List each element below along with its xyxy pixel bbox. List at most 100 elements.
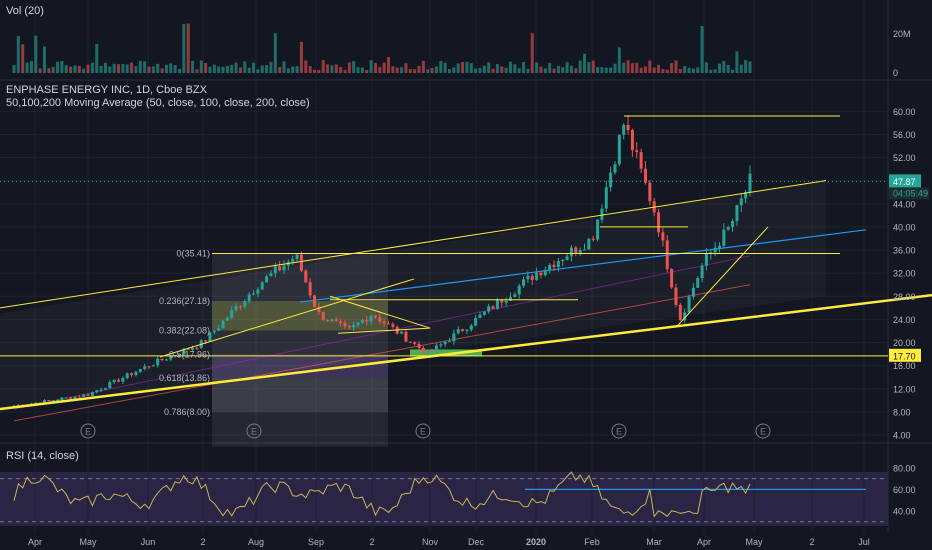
candle-body xyxy=(130,373,134,376)
price-label-8: 28.00 xyxy=(893,292,916,302)
candles[interactable] xyxy=(12,115,752,408)
volume-bar xyxy=(273,33,277,73)
volume-bar xyxy=(626,60,630,73)
candle-body xyxy=(352,324,356,328)
volume-bar xyxy=(696,67,700,73)
volume-bar xyxy=(474,68,478,73)
earnings-label-2: E xyxy=(420,427,426,437)
volume-bar xyxy=(408,69,412,73)
time-label-11: Mar xyxy=(646,537,662,547)
candle-body xyxy=(417,343,421,348)
volume-bar xyxy=(208,66,212,73)
candle-body xyxy=(334,319,338,322)
candle-body xyxy=(469,325,473,330)
candle-body xyxy=(269,273,273,277)
candle-body xyxy=(317,306,321,313)
candle-body xyxy=(517,285,521,295)
volume-bar xyxy=(260,65,264,73)
candle-body xyxy=(138,369,142,372)
candle-body xyxy=(47,400,51,402)
volume-bar xyxy=(704,62,708,73)
fib-label-5: 0.786(8.00) xyxy=(164,407,210,417)
earnings-marker-4 xyxy=(755,423,771,439)
volume-bar xyxy=(42,46,46,73)
candle-body xyxy=(726,227,730,230)
volume-bar xyxy=(369,60,373,73)
volume-bar xyxy=(400,67,404,73)
trendlines[interactable]: 0(35.41) 0.236(27.18) 0.382(22.08) 0.5(17.9… xyxy=(0,115,932,439)
volume-bar xyxy=(212,64,216,73)
volume-bar xyxy=(69,66,73,73)
candle-body xyxy=(343,323,347,326)
candle-body xyxy=(513,294,517,297)
volume-bar xyxy=(604,67,608,73)
candle-body xyxy=(321,312,325,320)
candle-body xyxy=(543,269,547,276)
candle-body xyxy=(574,247,578,254)
candle-body xyxy=(108,382,112,389)
volume-bar xyxy=(387,56,391,73)
volume-bar xyxy=(177,69,181,73)
candle-body xyxy=(565,256,569,260)
volume-bar xyxy=(700,26,704,74)
volume-bar xyxy=(661,69,665,73)
time-label-7: Nov xyxy=(422,537,439,547)
candle-body xyxy=(186,348,190,350)
candle-body xyxy=(474,317,478,326)
volume-bar xyxy=(103,62,107,73)
earnings-label-3: E xyxy=(616,427,622,437)
volume-bars xyxy=(12,23,752,74)
volume-bar xyxy=(160,68,164,73)
volume-bar xyxy=(382,62,386,73)
volume-bar xyxy=(64,65,68,73)
candle-body xyxy=(421,347,425,354)
candle-body xyxy=(648,182,652,202)
candle-body xyxy=(583,249,587,251)
volume-bar xyxy=(596,67,600,73)
volume-bar xyxy=(718,63,722,73)
candle-body xyxy=(635,150,639,153)
candle-body xyxy=(674,287,678,305)
candle-body xyxy=(434,345,438,352)
volume-bar xyxy=(469,63,473,73)
volume-bar xyxy=(291,66,295,73)
candle-body xyxy=(160,358,164,361)
volume-bar xyxy=(25,62,29,73)
volume-bar xyxy=(443,62,447,73)
volume-bar xyxy=(86,64,90,73)
volume-bar xyxy=(308,66,312,73)
volume-bar xyxy=(330,65,334,73)
price-label-13: 8.00 xyxy=(893,407,911,417)
volume-bar xyxy=(657,64,661,73)
candle-body xyxy=(539,272,543,276)
volume-bar xyxy=(421,60,425,73)
volume-bar xyxy=(21,44,25,73)
candle-body xyxy=(639,152,643,169)
candle-body xyxy=(678,304,682,321)
candle-body xyxy=(600,208,604,220)
candle-body xyxy=(491,306,495,309)
candle-body xyxy=(182,348,186,355)
volume-bar xyxy=(587,62,591,73)
rsi-axis-2: 40.00 xyxy=(893,507,916,517)
time-label-12: Apr xyxy=(697,537,711,547)
volume-bar xyxy=(735,51,739,73)
rising-line xyxy=(159,278,415,358)
volume-bar xyxy=(639,67,643,73)
volume-bar xyxy=(739,64,743,73)
candle-body xyxy=(121,378,125,382)
candle-body xyxy=(143,366,147,370)
candle-body xyxy=(587,238,591,250)
volume-bar xyxy=(321,60,325,73)
volume-bar xyxy=(678,68,682,73)
indicator-title: 50,100,200 Moving Average (50, close, 10… xyxy=(6,97,310,109)
candle-body xyxy=(382,321,386,324)
volume-bar xyxy=(164,64,168,73)
volume-bar xyxy=(574,68,578,73)
candle-body xyxy=(64,397,68,399)
volume-bar xyxy=(504,67,508,73)
earnings-label-4: E xyxy=(760,427,766,437)
candle-body xyxy=(448,341,452,343)
price-label-10: 20.00 xyxy=(893,338,916,348)
